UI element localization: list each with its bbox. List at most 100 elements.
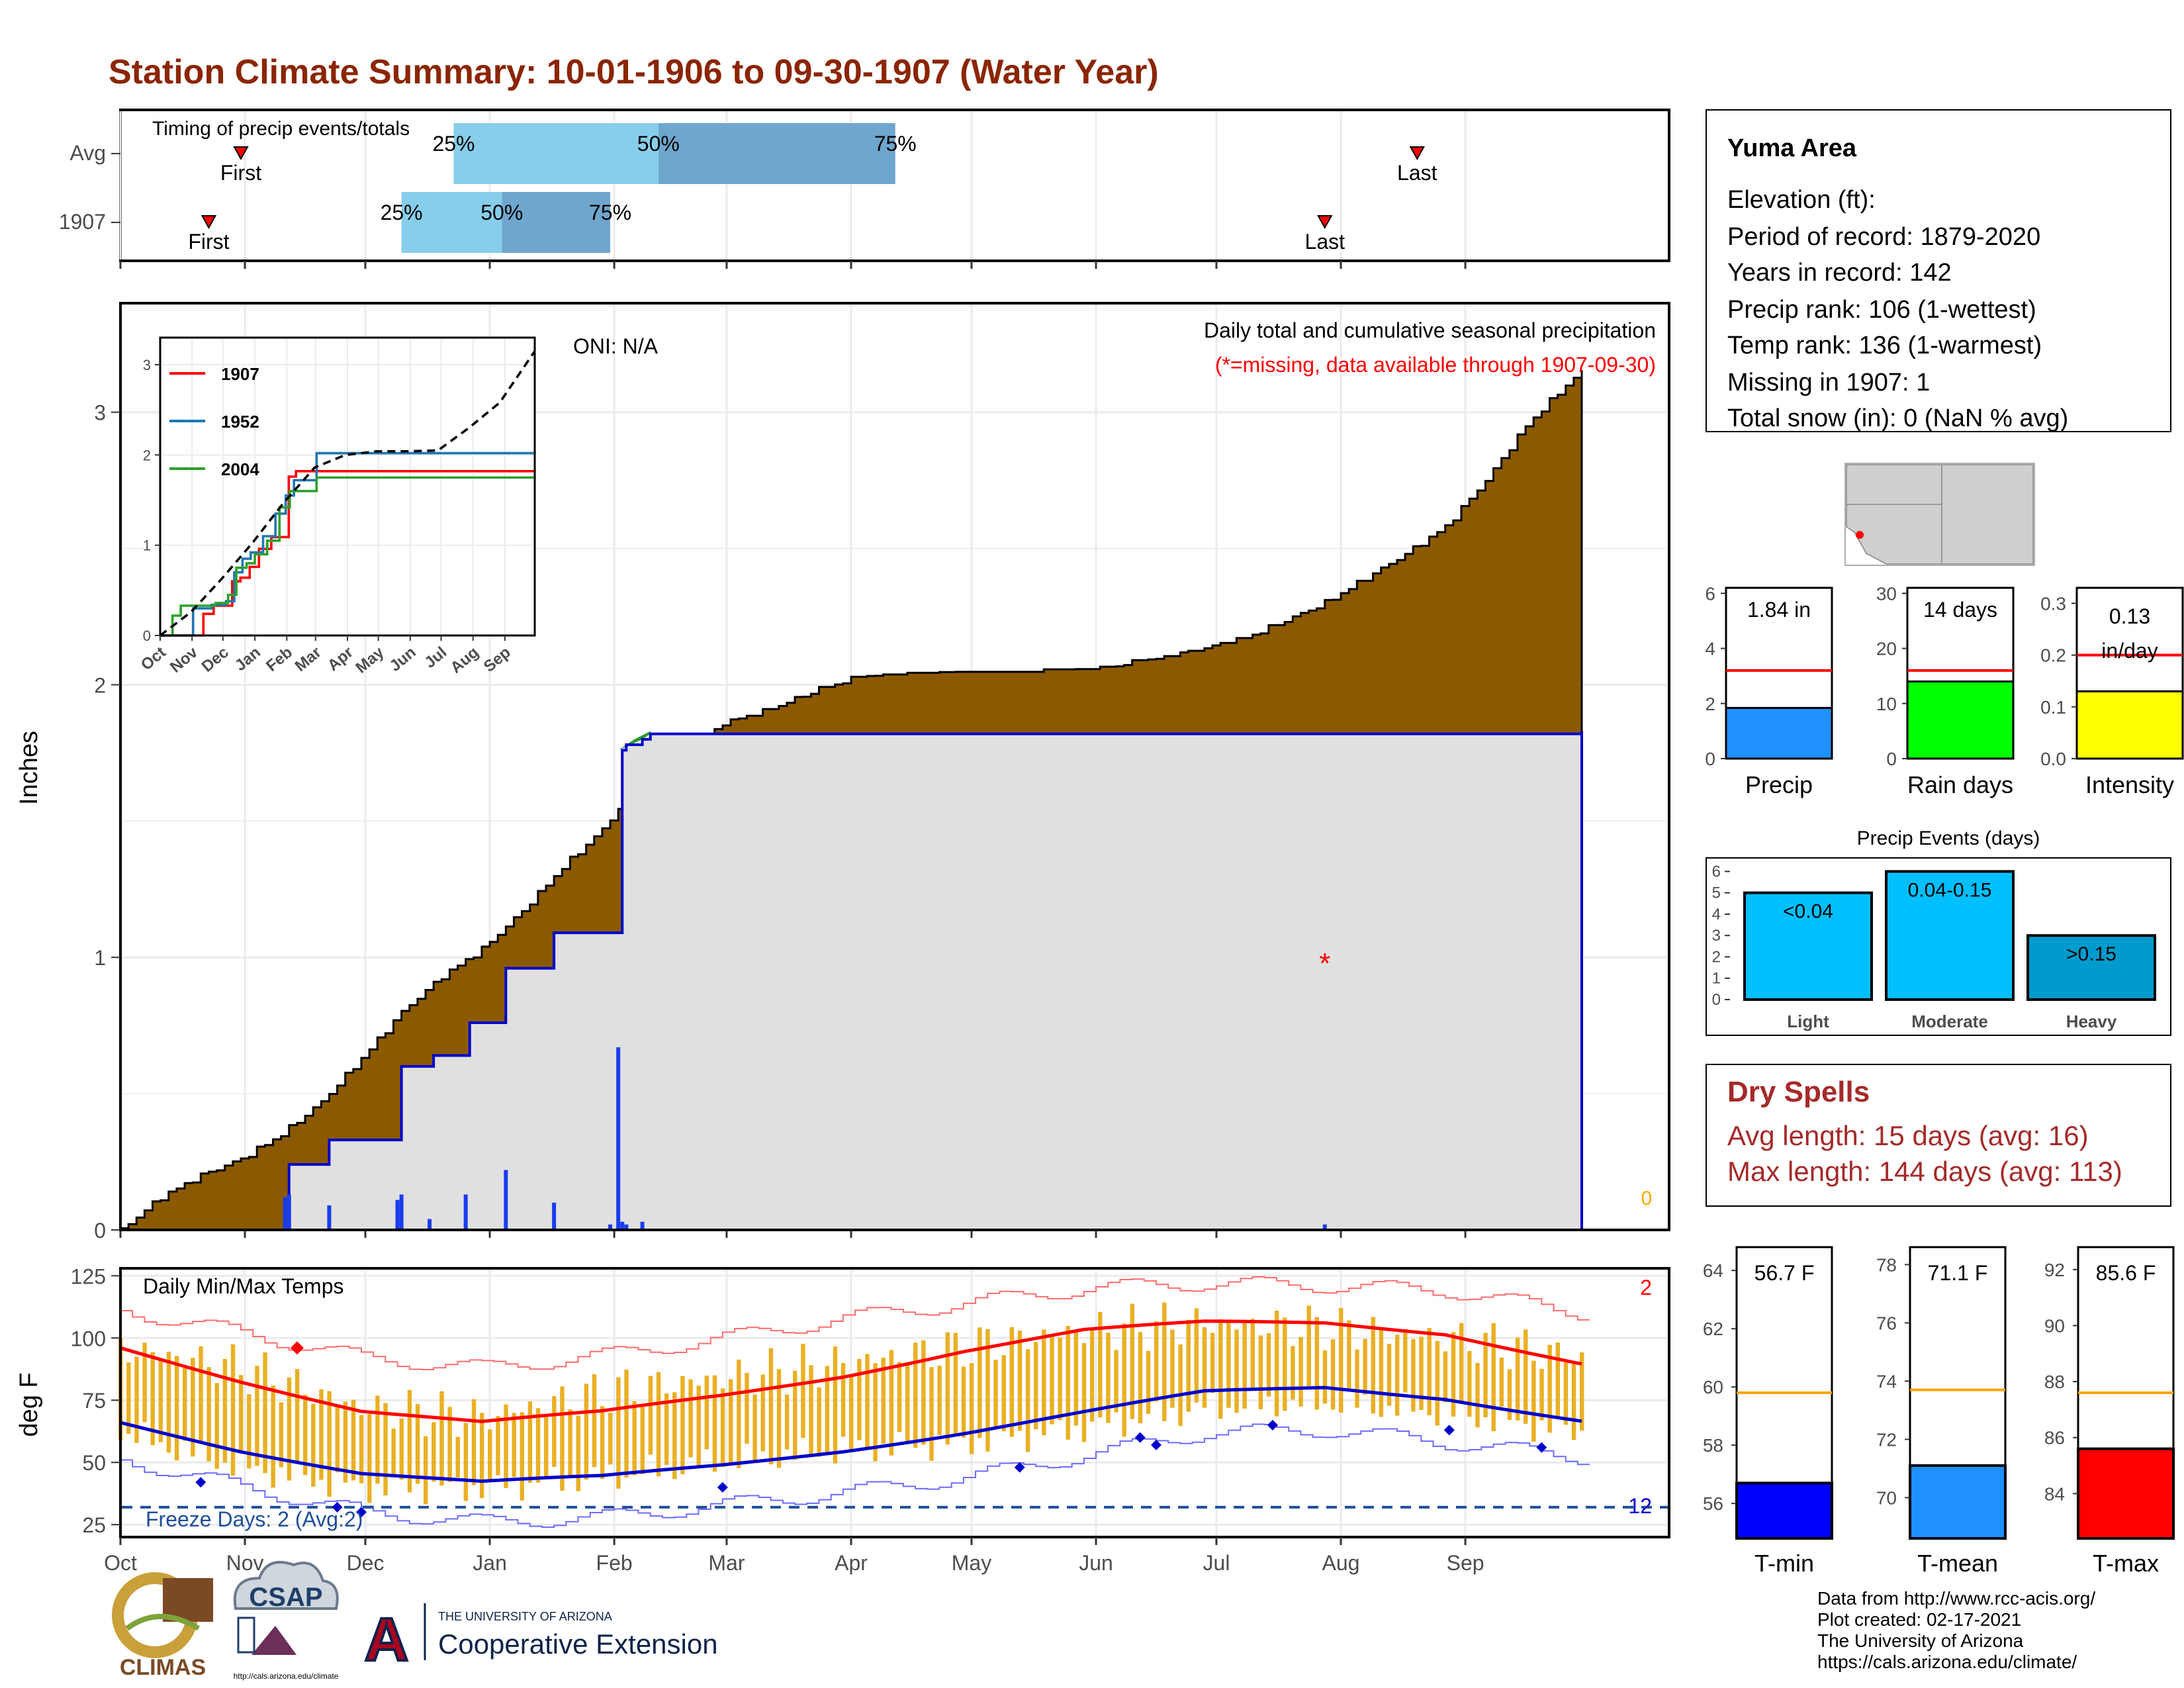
daily-temp-bar <box>568 1409 572 1478</box>
temp-y-tick-label: 125 <box>71 1264 106 1288</box>
daily-temp-bar <box>576 1415 580 1491</box>
record-low-marker <box>195 1477 206 1488</box>
daily-precip-bar <box>624 1224 629 1230</box>
temp-bar-label: T-max <box>2093 1550 2159 1577</box>
events-bar-heavy <box>2026 934 2156 1002</box>
daily-temp-bar <box>1291 1346 1295 1400</box>
daily-temp-bar <box>1363 1338 1367 1395</box>
daily-temp-bar <box>415 1404 420 1484</box>
daily-temp-bar <box>648 1376 653 1455</box>
daily-temp-bar <box>1114 1350 1118 1413</box>
daily-temp-bar <box>616 1377 621 1489</box>
daily-temp-bar <box>134 1356 139 1443</box>
temp-bar-tick-label: 58 <box>1703 1435 1723 1456</box>
daily-temp-bar <box>745 1373 749 1444</box>
precip-subtitle: Daily total and cumulative seasonal prec… <box>1204 318 1656 342</box>
daily-temp-bar <box>737 1359 741 1468</box>
inset-y-tick-label: 0 <box>143 628 151 644</box>
daily-temp-bar <box>1017 1331 1023 1431</box>
daily-temp-bar <box>399 1418 404 1480</box>
daily-temp-bar <box>953 1333 958 1434</box>
daily-precip-bar <box>287 1194 291 1230</box>
daily-temp-bar <box>247 1394 251 1469</box>
mini-bar-value-label: 1.84 in <box>1747 598 1811 622</box>
daily-temp-bar <box>680 1376 685 1475</box>
temp-bar-tick-label: 92 <box>2044 1260 2065 1280</box>
precip-y-tick-label: 3 <box>94 401 106 425</box>
inset-series-1952 <box>160 451 536 637</box>
events-y-tick-label: 1 <box>1712 970 1721 988</box>
timing-bar-q50-q75 <box>502 192 611 253</box>
mini-bar-tick-label: 0.2 <box>2040 645 2066 666</box>
inset-y-tick-label: 1 <box>143 538 151 554</box>
daily-temp-bar <box>367 1414 372 1503</box>
freeze-days-text: Freeze Days: 2 (Avg:2) <box>146 1507 363 1531</box>
daily-temp-bar <box>391 1429 396 1477</box>
events-range-label: <0.04 <box>1783 901 1833 923</box>
daily-temp-bar <box>945 1332 950 1445</box>
inset-series-2004 <box>160 476 536 637</box>
mini-bar-tick-label: 2 <box>1705 694 1715 714</box>
timing-row-label: Avg <box>69 141 106 165</box>
daily-temp-bar <box>1379 1328 1384 1417</box>
daily-temp-bar <box>447 1407 452 1482</box>
daily-precip-bar <box>399 1194 404 1230</box>
mini-bar-tick-label: 0.3 <box>2040 593 2066 614</box>
daily-temp-bar <box>343 1401 348 1483</box>
page-title: Station Climate Summary: 10-01-1906 to 0… <box>109 53 1159 91</box>
month-tick-label: Sep <box>1447 1551 1484 1575</box>
daily-temp-bar <box>1387 1344 1392 1406</box>
temp-bar-tick-label: 90 <box>2044 1315 2065 1336</box>
daily-temp-bar <box>158 1360 163 1442</box>
timing-first-label: First <box>220 161 261 185</box>
footer-credits: Data from http://www.rcc-acis.org/ Plot … <box>1817 1588 2095 1672</box>
daily-temp-bar <box>351 1399 356 1481</box>
temp-bar-chart-t-mean: 70 72 74 76 78 71.1 F T-mean <box>1876 1246 2007 1577</box>
record-low-marker <box>1267 1419 1278 1430</box>
csap-logo: CSAP http://cals.arizona.edu/climate <box>234 1561 339 1681</box>
daily-temp-bar <box>584 1383 589 1480</box>
record-max-line <box>120 1276 1590 1371</box>
mini-bar-value-label: 0.13 <box>2109 604 2150 628</box>
daily-temp-bar <box>1435 1340 1440 1426</box>
daily-temp-bar <box>640 1405 645 1474</box>
precip-y-tick-label: 0 <box>94 1219 106 1243</box>
precip-ylabel: Inches <box>15 731 43 805</box>
daily-temp-bar <box>1050 1336 1054 1425</box>
daily-temp-bar <box>1491 1323 1496 1432</box>
daily-temp-bar <box>961 1366 966 1438</box>
missing-count: Missing in 1907: 1 <box>1727 369 1930 397</box>
events-y-tick-label: 5 <box>1712 884 1721 902</box>
daily-temp-bar <box>1507 1369 1512 1421</box>
daily-temp-bar <box>801 1344 805 1438</box>
missing-note: (*=missing, data available through 1907-… <box>1215 353 1656 377</box>
mini-bar-chart-precip: 0 2 4 6 1.84 in Precip <box>1705 583 1833 798</box>
daily-temp-bar <box>1467 1351 1472 1417</box>
month-tick-label: Oct <box>104 1551 137 1575</box>
inset-legend-label: 2004 <box>221 459 259 479</box>
daily-precip-bar <box>616 1047 621 1230</box>
daily-temp-bar <box>664 1393 669 1466</box>
daily-temp-bar <box>1443 1351 1448 1403</box>
daily-temp-bar <box>271 1385 275 1488</box>
events-range-label: 0.04-0.15 <box>1908 879 1992 901</box>
daily-temp-bar <box>543 1415 549 1479</box>
precip-rank: Precip rank: 106 (1-wettest) <box>1727 296 2036 324</box>
mini-bar-tick-label: 10 <box>1876 694 1897 714</box>
daily-temp-bar <box>407 1389 412 1493</box>
daily-temp-bar <box>424 1436 428 1505</box>
daily-temp-bar <box>455 1436 460 1477</box>
daily-temp-bar <box>1025 1349 1030 1452</box>
daily-temp-bar <box>287 1377 292 1481</box>
daily-temp-bar <box>126 1362 131 1434</box>
record-high-marker <box>290 1341 304 1355</box>
month-tick-label: Dec <box>347 1551 385 1575</box>
temp-bar-value-label: 71.1 F <box>1928 1261 1988 1285</box>
daily-temp-bar <box>1089 1328 1095 1422</box>
climate-url: https://cals.arizona.edu/climate/ <box>1817 1652 2077 1672</box>
daily-temp-bar <box>1419 1336 1424 1410</box>
temp-bar-tick-label: 70 <box>1876 1487 1897 1508</box>
record-low-marker <box>1151 1439 1162 1450</box>
daily-temp-bar <box>1066 1325 1070 1440</box>
month-tick-label: Nov <box>226 1551 264 1575</box>
